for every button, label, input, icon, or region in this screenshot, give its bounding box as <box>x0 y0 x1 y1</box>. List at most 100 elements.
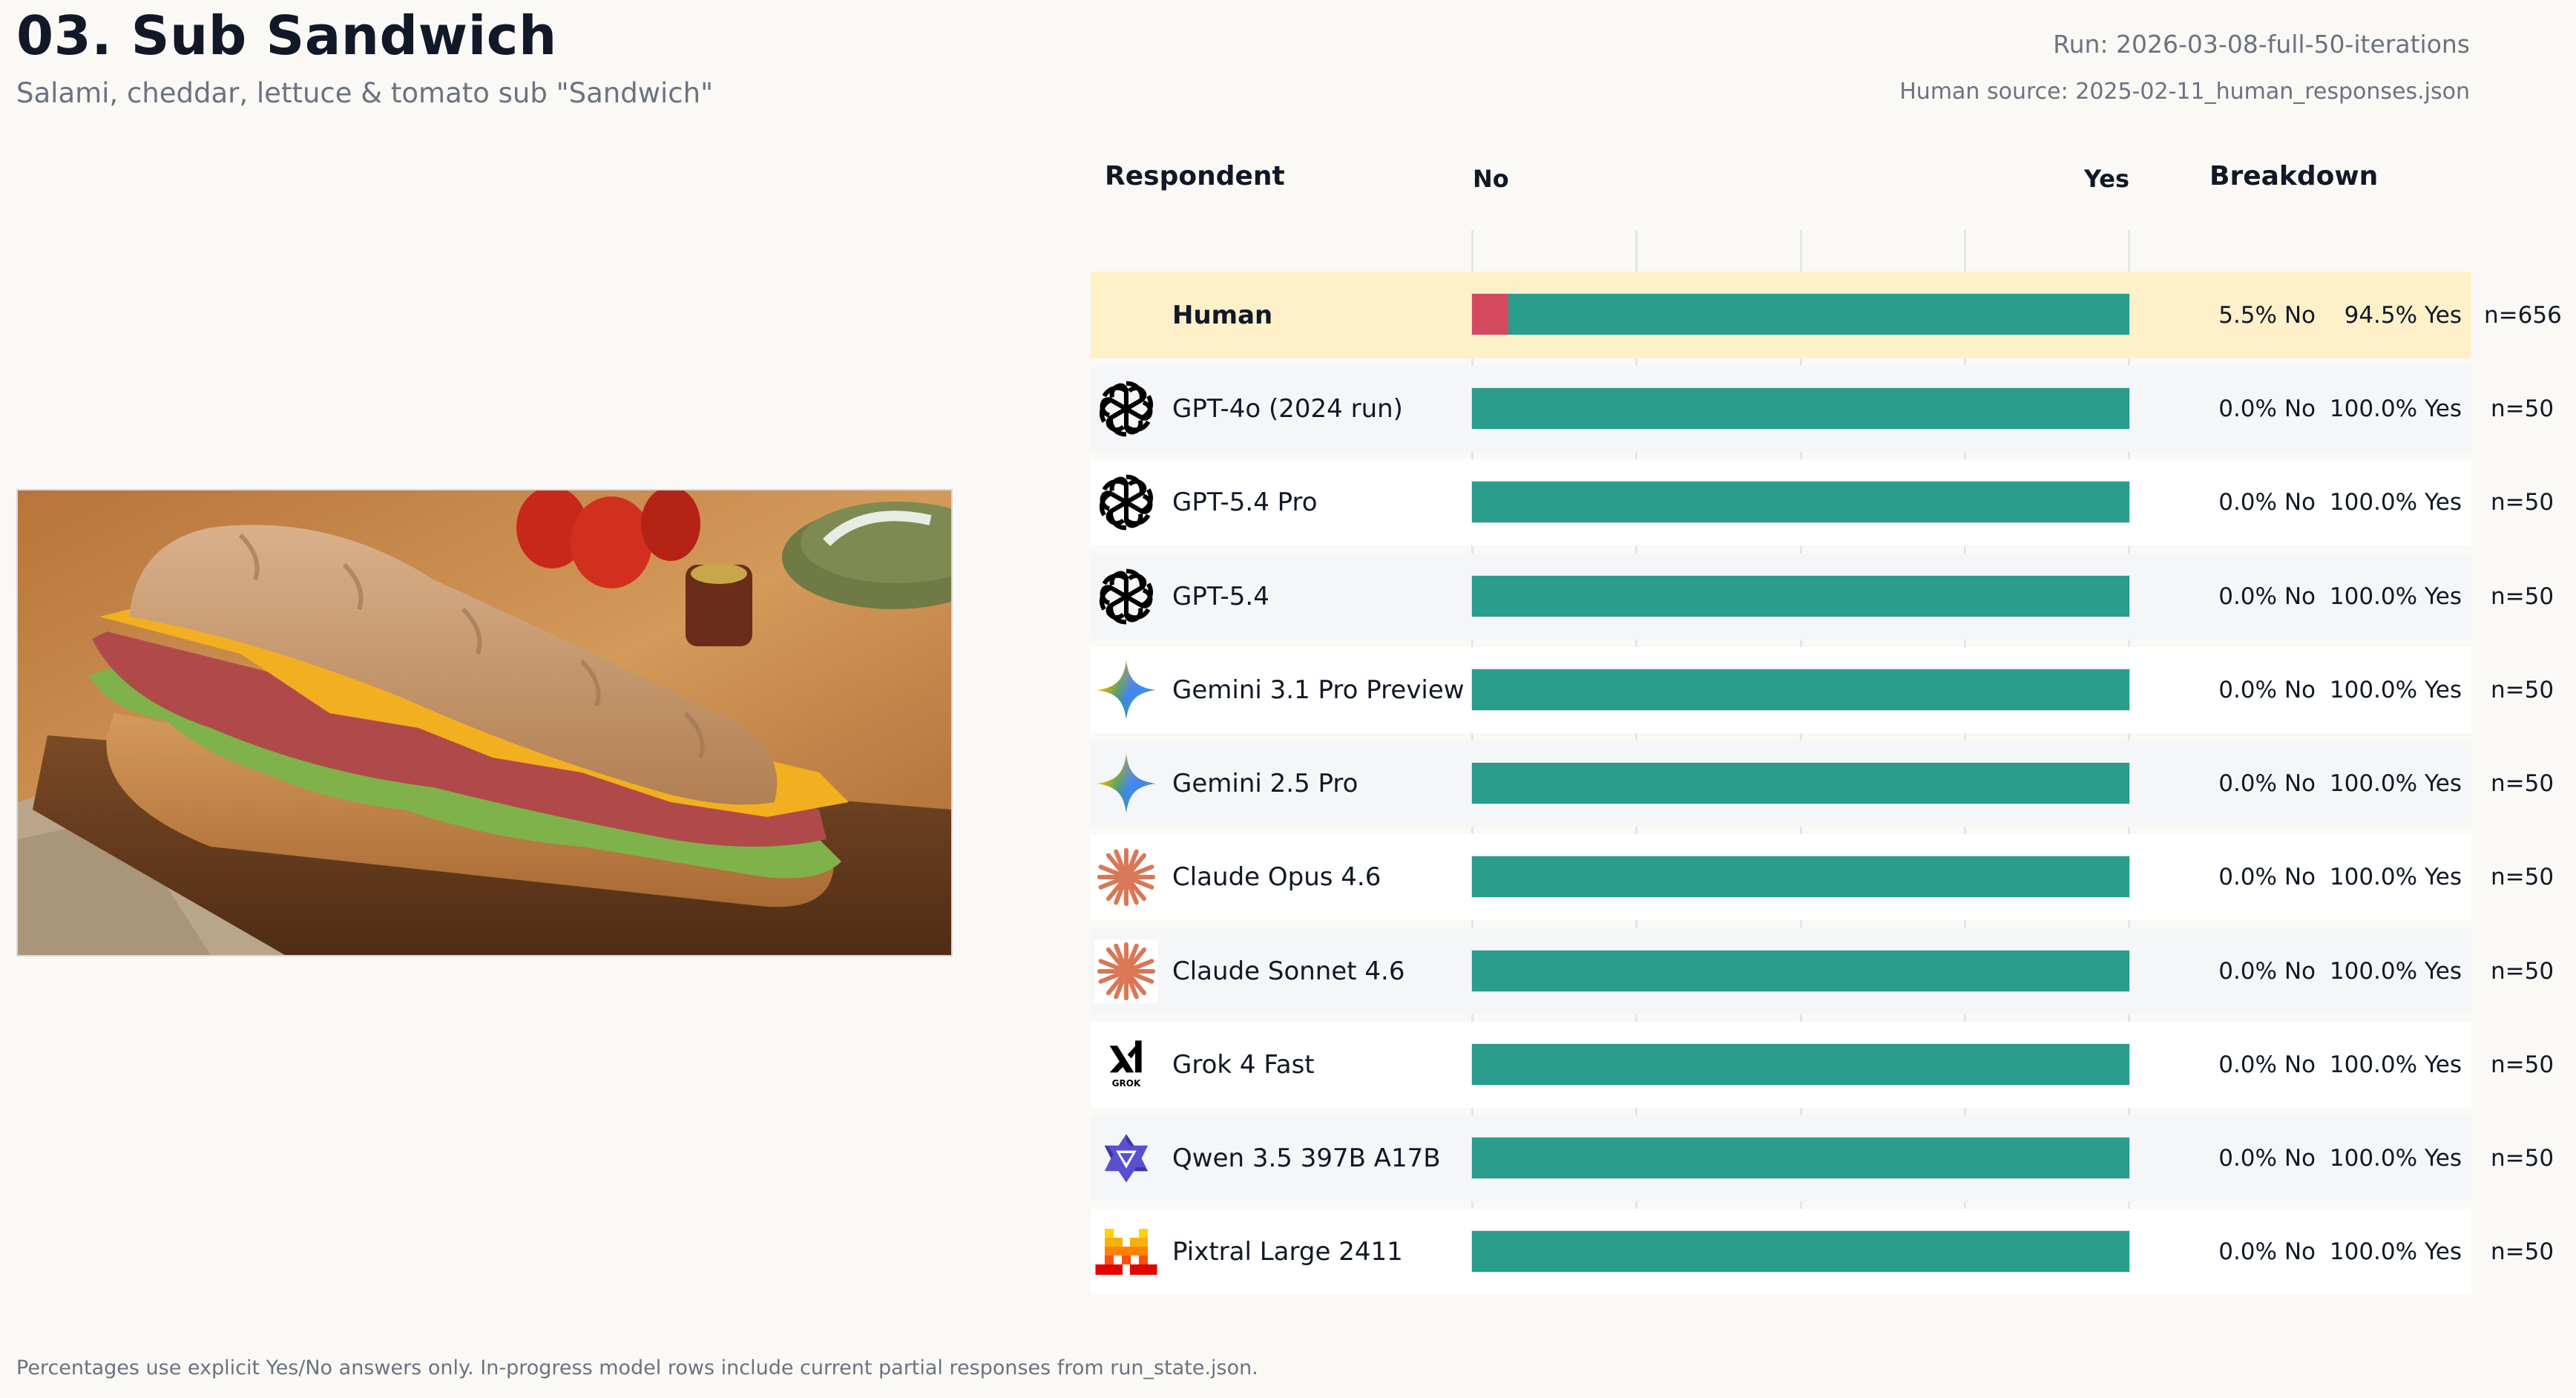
openai-icon <box>1094 565 1158 629</box>
sample-size: n=50 <box>2491 770 2554 797</box>
response-bar <box>1471 575 2130 617</box>
sandwich-illustration <box>18 490 951 955</box>
bar-segment-yes <box>1508 294 2129 335</box>
page-title: 03. Sub Sandwich <box>16 4 557 67</box>
respondent-name: Gemini 3.1 Pro Preview <box>1172 675 1465 705</box>
bar-segment-yes <box>1472 951 2129 991</box>
grok-icon: GROK <box>1094 1033 1158 1097</box>
pct-no: 5.5% No <box>2218 301 2316 329</box>
table-row: GPT-5.4 0.0% No 100.0% Yes n=50 <box>1091 554 2554 640</box>
pct-no: 0.0% No <box>2218 1145 2316 1172</box>
bar-segment-yes <box>1472 1138 2129 1178</box>
bar-segment-yes <box>1472 856 2129 897</box>
pct-no: 0.0% No <box>2218 958 2316 985</box>
response-bar <box>1471 1043 2130 1086</box>
table-row: GPT-5.4 Pro 0.0% No 100.0% Yes n=50 <box>1091 459 2554 545</box>
table-row: Gemini 2.5 Pro 0.0% No 100.0% Yes n=50 <box>1091 741 2554 827</box>
pct-yes: 94.5% Yes <box>2344 301 2462 329</box>
pct-no: 0.0% No <box>2218 677 2316 703</box>
column-header-yes: Yes <box>2084 165 2129 193</box>
claude-icon <box>1094 845 1158 909</box>
sample-size: n=50 <box>2491 583 2554 610</box>
response-bar <box>1471 856 2130 898</box>
pct-no: 0.0% No <box>2218 864 2316 890</box>
response-bar <box>1471 481 2130 523</box>
sample-size: n=50 <box>2491 396 2554 422</box>
gemini-icon <box>1094 752 1158 815</box>
pct-yes: 100.0% Yes <box>2329 864 2462 890</box>
pct-no: 0.0% No <box>2218 489 2316 516</box>
bar-segment-yes <box>1472 576 2129 617</box>
pct-no: 0.0% No <box>2218 396 2316 422</box>
response-bar <box>1471 950 2130 992</box>
sandwich-photo <box>16 489 953 956</box>
pct-yes: 100.0% Yes <box>2329 1145 2462 1172</box>
sample-size: n=50 <box>2491 677 2554 703</box>
run-label: Run: 2026-03-08-full-50-iterations <box>2053 30 2470 59</box>
pct-yes: 100.0% Yes <box>2329 1238 2462 1265</box>
table-row: Claude Opus 4.6 0.0% No 100.0% Yes n=50 <box>1091 834 2554 920</box>
table-row: GPT-4o (2024 run) 0.0% No 100.0% Yes n=5… <box>1091 366 2554 452</box>
qwen-icon <box>1094 1126 1158 1190</box>
bar-segment-yes <box>1472 1231 2129 1272</box>
respondent-name: GPT-5.4 Pro <box>1172 488 1318 517</box>
pct-yes: 100.0% Yes <box>2329 396 2462 422</box>
column-header-respondent: Respondent <box>1105 161 1285 191</box>
pct-yes: 100.0% Yes <box>2329 677 2462 703</box>
response-bar <box>1471 762 2130 804</box>
pct-no: 0.0% No <box>2218 770 2316 797</box>
table-row: Claude Sonnet 4.6 0.0% No 100.0% Yes n=5… <box>1091 928 2554 1014</box>
respondent-name: Grok 4 Fast <box>1172 1050 1315 1080</box>
response-bar <box>1471 1230 2130 1273</box>
openai-icon <box>1094 377 1158 441</box>
table-row: Pixtral Large 2411 0.0% No 100.0% Yes n=… <box>1091 1209 2554 1295</box>
response-bar <box>1471 387 2130 430</box>
bar-segment-yes <box>1472 763 2129 804</box>
sample-size: n=50 <box>2491 864 2554 890</box>
svg-text:GROK: GROK <box>1112 1078 1141 1089</box>
pct-no: 0.0% No <box>2218 1238 2316 1265</box>
bar-segment-yes <box>1472 388 2129 429</box>
pct-yes: 100.0% Yes <box>2329 770 2462 797</box>
sample-size: n=656 <box>2484 301 2562 329</box>
respondent-name: GPT-5.4 <box>1172 582 1269 611</box>
mistral-icon <box>1094 1220 1158 1284</box>
pct-yes: 100.0% Yes <box>2329 489 2462 516</box>
pct-yes: 100.0% Yes <box>2329 583 2462 610</box>
respondent-name: Pixtral Large 2411 <box>1172 1237 1403 1267</box>
bar-segment-yes <box>1472 1044 2129 1085</box>
respondent-name: Gemini 2.5 Pro <box>1172 769 1358 798</box>
respondent-name: GPT-4o (2024 run) <box>1172 394 1403 424</box>
respondent-name: Qwen 3.5 397B A17B <box>1172 1143 1441 1173</box>
sample-size: n=50 <box>2491 1145 2554 1172</box>
respondent-name: Claude Opus 4.6 <box>1172 862 1381 892</box>
table-row: Gemini 3.1 Pro Preview 0.0% No 100.0% Ye… <box>1091 647 2554 733</box>
sample-size: n=50 <box>2491 1051 2554 1078</box>
bar-segment-yes <box>1472 482 2129 522</box>
openai-icon <box>1094 470 1158 534</box>
pct-no: 0.0% No <box>2218 1051 2316 1078</box>
pct-no: 0.0% No <box>2218 583 2316 610</box>
bar-segment-no <box>1472 294 1508 335</box>
page-subtitle: Salami, cheddar, lettuce & tomato sub "S… <box>16 77 714 109</box>
respondent-name: Claude Sonnet 4.6 <box>1172 956 1405 986</box>
sample-size: n=50 <box>2491 1238 2554 1265</box>
response-bar <box>1471 1137 2130 1179</box>
pct-yes: 100.0% Yes <box>2329 958 2462 985</box>
pct-yes: 100.0% Yes <box>2329 1051 2462 1078</box>
human-source-label: Human source: 2025-02-11_human_responses… <box>1899 79 2470 105</box>
response-bar <box>1471 293 2130 335</box>
table-row-human: Human 5.5% No 94.5% Yes n=656 <box>1091 272 2562 358</box>
bar-segment-yes <box>1472 669 2129 710</box>
sample-size: n=50 <box>2491 489 2554 516</box>
respondent-name: Human <box>1172 300 1273 330</box>
gemini-icon <box>1094 658 1158 722</box>
column-header-no: No <box>1473 165 1509 193</box>
claude-icon <box>1094 939 1158 1003</box>
footnote: Percentages use explicit Yes/No answers … <box>16 1356 1258 1379</box>
column-header-breakdown: Breakdown <box>2209 161 2379 191</box>
response-bar <box>1471 669 2130 711</box>
sample-size: n=50 <box>2491 958 2554 985</box>
table-row: Qwen 3.5 397B A17B 0.0% No 100.0% Yes n=… <box>1091 1115 2554 1201</box>
table-row: GROK Grok 4 Fast 0.0% No 100.0% Yes n=50 <box>1091 1022 2554 1108</box>
